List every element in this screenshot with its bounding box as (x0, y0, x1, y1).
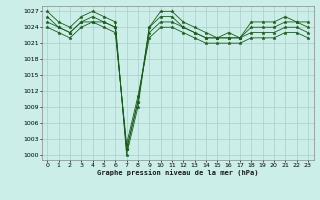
X-axis label: Graphe pression niveau de la mer (hPa): Graphe pression niveau de la mer (hPa) (97, 169, 258, 176)
